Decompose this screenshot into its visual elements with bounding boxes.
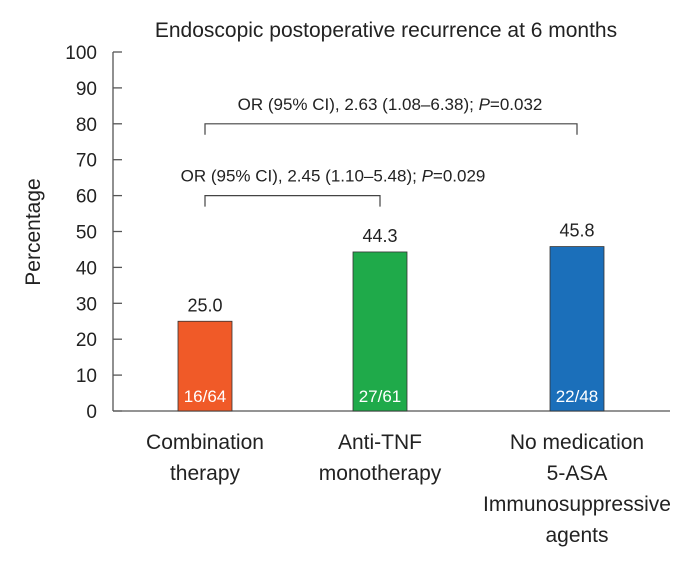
category-label-line: Combination — [146, 431, 264, 454]
annotation-p-symbol: P — [422, 167, 434, 186]
annotation-or-text: OR (95% CI), 2.63 (1.08–6.38); — [238, 95, 479, 114]
significance-annotation: OR (95% CI), 2.63 (1.08–6.38); P=0.032 — [238, 95, 543, 114]
bar — [352, 251, 408, 412]
category-label: Anti-TNF monotherapy — [319, 431, 442, 485]
bar-ratio-label: 27/61 — [359, 387, 402, 406]
data-label: 45.8 — [559, 221, 594, 241]
category-label-line: monotherapy — [319, 462, 442, 485]
chart-title: Endoscopic postoperative recurrence at 6… — [155, 19, 617, 42]
data-label: 25.0 — [187, 295, 222, 315]
y-axis-label: Percentage — [22, 178, 45, 285]
category-label-line: No medication — [510, 431, 644, 454]
annotation-p-value: =0.029 — [433, 167, 485, 186]
category-label-line: 5-ASA — [547, 462, 608, 485]
y-tick-label: 50 — [76, 223, 97, 244]
y-tick-label: 60 — [76, 187, 97, 208]
y-tick-label: 70 — [76, 151, 97, 172]
category-label-line: therapy — [170, 462, 241, 485]
bar-ratio-label: 22/48 — [556, 387, 599, 406]
y-tick-label: 100 — [65, 43, 97, 64]
annotation-p-value: =0.032 — [490, 95, 542, 114]
significance-annotation: OR (95% CI), 2.45 (1.10–5.48); P=0.029 — [181, 167, 486, 186]
significance-bracket — [204, 195, 381, 207]
category-label-line: Anti-TNF — [338, 431, 422, 454]
y-tick-label: 80 — [76, 115, 97, 136]
bar — [549, 246, 605, 412]
data-label: 44.3 — [362, 226, 397, 246]
category-label: No medication 5-ASA Immunosuppressive agent… — [483, 431, 671, 547]
y-tick-label: 40 — [76, 258, 97, 279]
category-label-line: agents — [545, 524, 608, 547]
category-label: Combination therapy — [146, 431, 264, 485]
annotation-or-text: OR (95% CI), 2.45 (1.10–5.48); — [181, 167, 422, 186]
bar-ratio-label: 16/64 — [184, 387, 227, 406]
bar — [177, 320, 233, 412]
y-tick-label: 90 — [76, 79, 97, 100]
significance-bracket — [204, 123, 578, 135]
y-tick-label: 10 — [76, 366, 97, 387]
category-label-line: Immunosuppressive — [483, 493, 671, 516]
y-tick-label: 30 — [76, 294, 97, 315]
y-tick-label: 0 — [86, 402, 97, 423]
annotation-p-symbol: P — [479, 95, 491, 114]
y-tick-label: 20 — [76, 330, 97, 351]
